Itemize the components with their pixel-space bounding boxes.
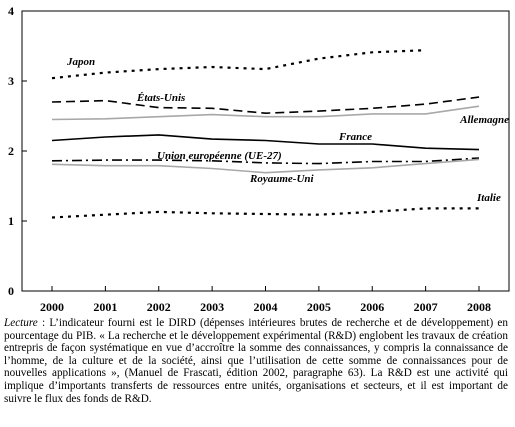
series-labels: Japon États-Unis Allemagne France Union euro… (66, 56, 509, 204)
x-tick-label: 2007 (414, 300, 438, 314)
y-tick-label: 3 (8, 74, 14, 88)
series-label: Italie (476, 192, 501, 204)
series-label: Japon (66, 56, 95, 68)
series-line-union-europeenne-ue-27 (51, 157, 480, 165)
y-tick-label: 4 (8, 4, 14, 18)
series-line-allemagne (51, 105, 480, 121)
x-tick-label: 2005 (307, 300, 331, 314)
y-tick-label: 0 (8, 284, 14, 298)
note-body: : L’indicateur fourni est le DIRD (dépen… (4, 317, 508, 405)
x-tick-label: 2004 (254, 300, 278, 314)
x-tick-label: 2006 (360, 300, 384, 314)
x-axis: 2000 2001 2002 2003 2004 2005 2006 2007 2008 (40, 286, 491, 314)
series-line-japon (51, 49, 426, 80)
y-tick-label: 2 (8, 144, 14, 158)
note-heading: Lecture (4, 317, 38, 329)
series-label: États-Unis (136, 92, 185, 104)
series-label: Royaume-Uni (249, 173, 315, 185)
y-axis: 0 1 2 3 4 (8, 4, 27, 298)
reading-note: Lecture : L’indicateur fourni est le DIR… (4, 317, 508, 405)
x-tick-label: 2001 (93, 300, 117, 314)
series-line-italie (51, 207, 479, 219)
series-label: Allemagne (459, 114, 509, 126)
x-tick-label: 2002 (147, 300, 171, 314)
series-label: France (338, 131, 372, 143)
series-lines (51, 49, 480, 219)
x-tick-label: 2003 (200, 300, 224, 314)
series-line-etats-unis (51, 96, 480, 115)
series-label: Union européenne (UE-27) (157, 150, 282, 162)
series-line-royaume-uni (51, 158, 480, 174)
x-tick-label: 2008 (467, 300, 491, 314)
x-tick-label: 2000 (40, 300, 64, 314)
y-tick-label: 1 (8, 214, 14, 228)
series-line-france (51, 134, 480, 151)
